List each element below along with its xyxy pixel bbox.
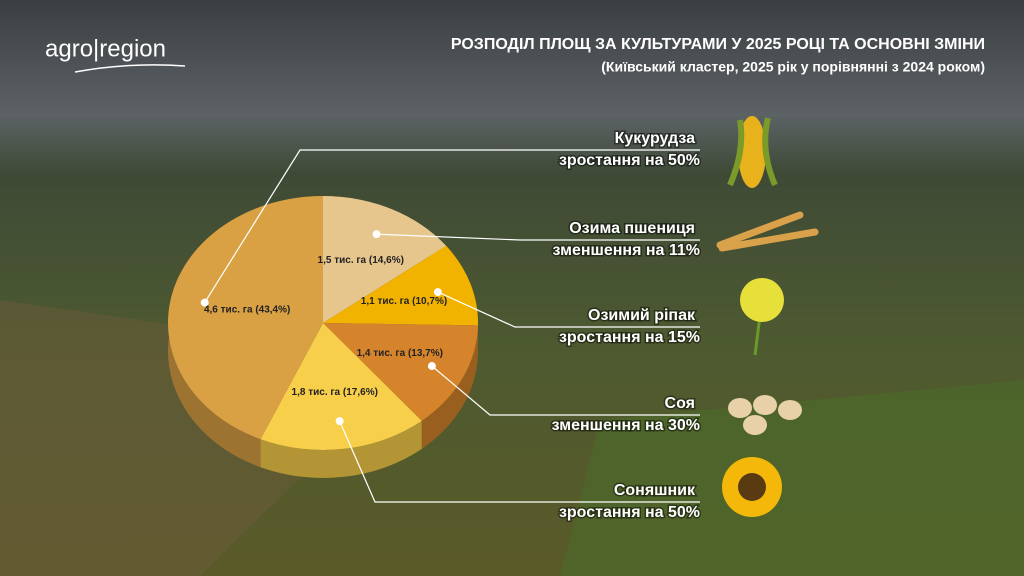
crop-change: зменшення на 30% <box>552 417 700 434</box>
crop-name: Соя <box>665 395 695 412</box>
value-label: 1,1 тис. га (10,7%) <box>361 296 447 307</box>
leader-dot <box>200 298 209 307</box>
corn-icon <box>738 116 766 188</box>
value-label: 4,6 тис. га (43,4%) <box>204 305 290 316</box>
leader-dot <box>433 288 442 297</box>
leader-dot <box>335 417 344 426</box>
chart-title: РОЗПОДІЛ ПЛОЩ ЗА КУЛЬТУРАМИ У 2025 РОЦІ … <box>451 36 985 53</box>
logo: agro|region <box>45 35 166 62</box>
crop-change: зростання на 15% <box>559 329 700 346</box>
chart-subtitle: (Київський кластер, 2025 рік у порівнянн… <box>601 59 985 75</box>
crop-change: зростання на 50% <box>559 152 700 169</box>
slice <box>323 245 478 326</box>
leader-line <box>431 365 700 416</box>
slice <box>323 196 447 323</box>
soy-icon <box>728 395 802 435</box>
sunflower-center <box>738 473 766 501</box>
leader-dot <box>427 362 436 371</box>
value-label: 1,8 тис. га (17,6%) <box>292 387 378 398</box>
value-label: 1,4 тис. га (13,7%) <box>357 348 443 359</box>
crop-name: Кукурудза <box>615 130 696 147</box>
slice <box>167 196 323 440</box>
slice <box>260 323 422 450</box>
corn-leaves <box>727 117 778 187</box>
icons <box>716 116 819 517</box>
rapeseed-icon <box>740 278 784 322</box>
crop-name: Озима пшениця <box>569 220 695 237</box>
wheat-icon <box>716 211 819 252</box>
crop-name: Озимий ріпак <box>588 307 696 324</box>
crop-change: зменшення на 11% <box>553 242 700 259</box>
slice-side <box>421 325 478 449</box>
slice-side <box>260 420 422 479</box>
crop-name: Соняшник <box>614 482 696 499</box>
leader-line <box>339 420 700 503</box>
slice <box>323 323 478 421</box>
leader-line <box>376 233 700 241</box>
logo-swoosh <box>74 64 186 73</box>
field <box>560 380 1024 576</box>
crop-change: зростання на 50% <box>559 504 700 521</box>
leader-line <box>204 149 700 303</box>
value-label: 1,5 тис. га (14,6%) <box>318 255 404 266</box>
leader-dot <box>372 230 381 239</box>
leader-line <box>437 291 700 328</box>
